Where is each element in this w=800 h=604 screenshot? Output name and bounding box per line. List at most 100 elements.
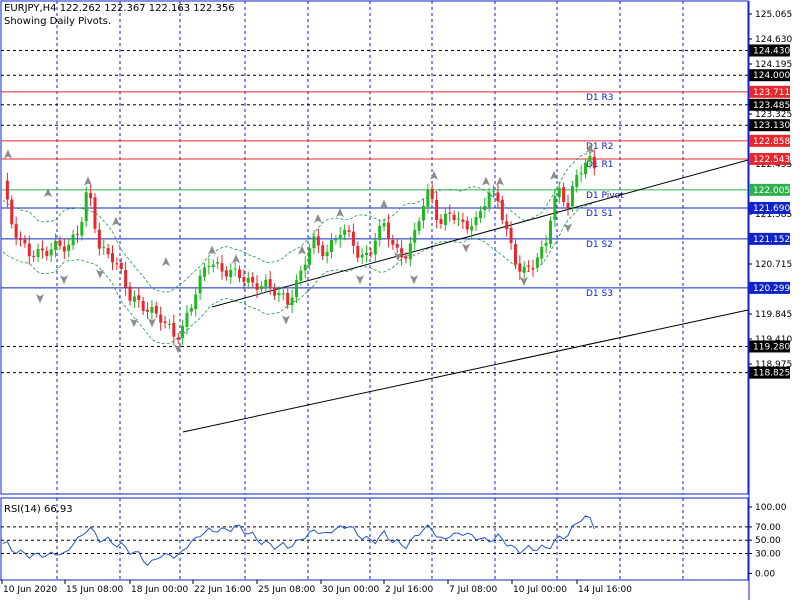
- bull-candle: [535, 257, 539, 268]
- bear-candle: [386, 222, 390, 240]
- bull-candle: [413, 229, 417, 243]
- bull-candle: [483, 205, 487, 211]
- pivot-label: D1 R1: [586, 160, 614, 170]
- bear-candle: [452, 214, 456, 221]
- bull-candle: [246, 277, 250, 283]
- price-tag-label: 124.430: [753, 46, 790, 56]
- rsi-axis-label: 50.00: [755, 536, 781, 546]
- price-axis-label: 124.195: [755, 60, 792, 70]
- triangle-arrow-icon: [174, 344, 182, 354]
- triangle-arrow-icon: [208, 245, 216, 255]
- bear-candle: [321, 245, 325, 257]
- bear-candle: [465, 220, 469, 230]
- bear-candle: [391, 239, 395, 245]
- bear-candle: [75, 233, 79, 235]
- bear-candle: [496, 192, 500, 202]
- price-tag: [749, 85, 790, 98]
- bear-candle: [19, 237, 23, 240]
- price-axis-label: 121.585: [755, 210, 792, 220]
- bull-candle: [426, 189, 430, 207]
- time-axis-label: 10 Jun 2020: [3, 585, 57, 595]
- bull-candle: [308, 248, 312, 265]
- bull-candle: [457, 218, 461, 220]
- bear-candle: [27, 243, 31, 257]
- triangle-arrow-icon: [130, 318, 138, 328]
- bull-candle: [54, 240, 58, 250]
- price-tag: [749, 201, 790, 214]
- bull-candle: [312, 236, 316, 249]
- price-tag-label: 124.000: [753, 71, 790, 81]
- envelope-upper-band: [2, 149, 595, 293]
- triangle-arrow-icon: [112, 216, 120, 226]
- bear-candle: [286, 292, 290, 305]
- triangle-arrow-icon: [162, 256, 170, 266]
- price-tag: [749, 366, 790, 379]
- price-tag-label: 119.280: [753, 342, 790, 352]
- bull-candle: [211, 264, 215, 267]
- bear-candle: [592, 156, 596, 169]
- bear-candle: [566, 202, 570, 208]
- bear-candle: [154, 305, 158, 314]
- rsi-label: RSI(14) 66.93: [4, 504, 73, 515]
- bear-candle: [128, 286, 132, 301]
- bear-candle: [32, 255, 36, 257]
- bull-candle: [343, 229, 347, 235]
- bull-candle: [194, 294, 198, 310]
- bull-candle: [540, 246, 544, 259]
- bull-candle: [492, 191, 496, 193]
- price-tag-label: 118.825: [753, 369, 790, 379]
- bull-candle: [216, 262, 220, 264]
- price-axis-label: 125.065: [755, 10, 792, 20]
- bull-candle: [80, 222, 84, 236]
- triangle-arrow-icon: [336, 208, 344, 218]
- bear-candle: [163, 321, 167, 323]
- price-tag-label: 122.543: [753, 155, 790, 165]
- bear-candle: [513, 244, 517, 265]
- time-axis-label: 7 Jul 08:00: [449, 585, 498, 595]
- price-tag: [749, 69, 790, 82]
- triangle-arrow-icon: [232, 254, 240, 264]
- triangle-arrow-icon: [314, 213, 322, 223]
- bull-candle: [330, 240, 333, 252]
- grid-layer: [56, 1, 684, 580]
- bear-candle: [10, 199, 14, 225]
- bear-candle: [62, 246, 66, 252]
- bull-candle: [49, 249, 53, 256]
- pivot-label: D1 S1: [586, 209, 613, 219]
- time-axis-label: 14 Jul 16:00: [578, 585, 632, 595]
- bear-candle: [404, 256, 408, 259]
- rsi-axis-label: 0.00: [755, 569, 775, 579]
- pivot-label: D1 R3: [586, 93, 614, 103]
- bear-candle: [448, 212, 452, 214]
- fractals-layer: [4, 143, 594, 354]
- time-axis-label: 15 Jun 08:00: [66, 585, 123, 595]
- bear-candle: [500, 199, 504, 221]
- triangle-arrow-icon: [44, 188, 52, 198]
- pivot-label: D1 S2: [586, 240, 613, 250]
- triangle-arrow-icon: [496, 176, 504, 186]
- bear-candle: [509, 228, 513, 244]
- bull-candle: [281, 293, 285, 295]
- bull-candle: [570, 186, 574, 207]
- price-tag: [749, 183, 790, 196]
- price-tag-label: 123.711: [753, 88, 790, 98]
- rsi-axis-label: 100.00: [755, 503, 787, 513]
- bull-candle: [185, 312, 189, 327]
- bear-candle: [93, 197, 97, 229]
- bear-candle: [45, 250, 49, 256]
- price-tag: [749, 98, 790, 111]
- time-axis-label: 22 Jun 16:00: [194, 585, 251, 595]
- triangle-arrow-icon: [380, 199, 388, 209]
- bear-candle: [23, 239, 27, 244]
- triangle-arrow-icon: [550, 170, 558, 180]
- bear-candle: [242, 277, 246, 282]
- bear-candle: [111, 253, 114, 263]
- envelope-layer: [2, 149, 595, 345]
- bull-candle: [338, 235, 342, 240]
- pivot-label: D1 R2: [586, 142, 614, 152]
- price-tag-label: 121.690: [753, 204, 790, 214]
- bear-candle: [58, 240, 62, 246]
- triangle-arrow-icon: [84, 176, 92, 186]
